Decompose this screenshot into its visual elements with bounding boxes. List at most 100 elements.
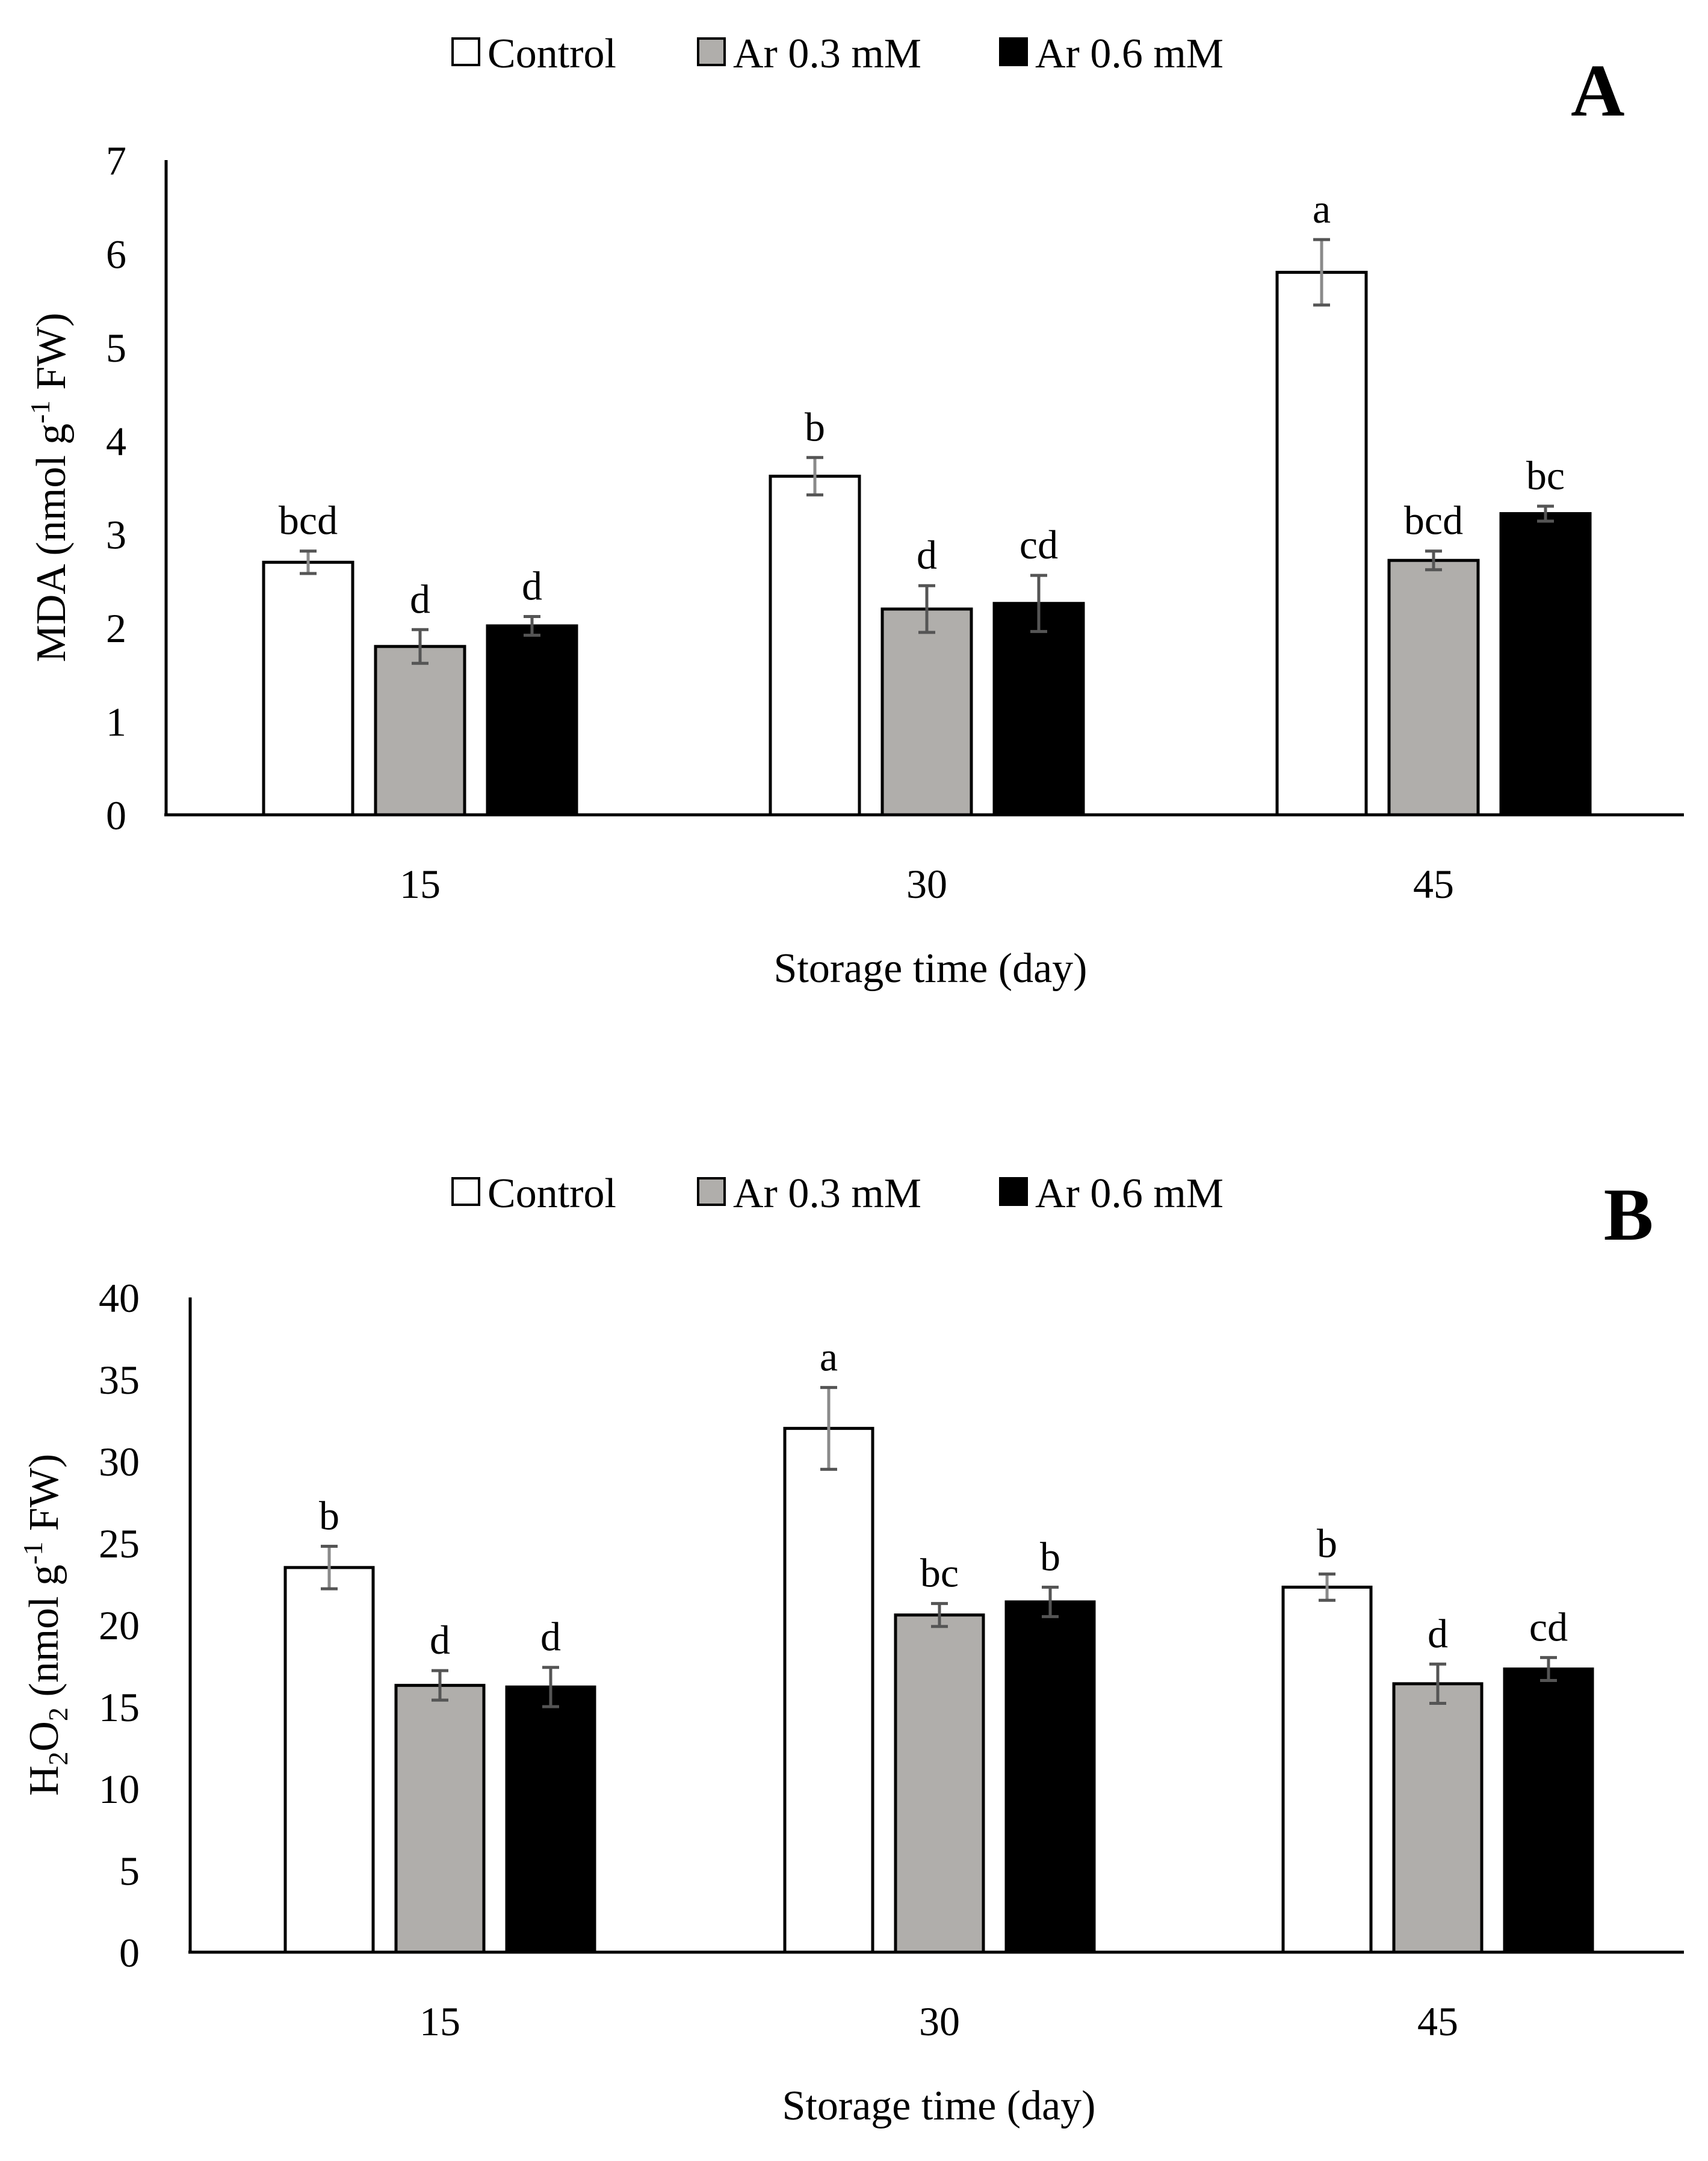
significance-label-b-2-2: cd — [1529, 1604, 1568, 1649]
error-bars-b — [321, 1386, 1557, 1708]
y-title-sup-a: -1 — [25, 400, 55, 423]
legend-label-ar03: Ar 0.3 mM — [733, 31, 921, 77]
panel-label-b: B — [1604, 1173, 1654, 1256]
y-title-main-b: (nmol g — [21, 1565, 67, 1707]
y-tick-label-b-40: 40 — [99, 1275, 140, 1321]
y-title-tail-a: FW) — [28, 313, 75, 401]
bar-a-control-45 — [1275, 271, 1368, 817]
legend-label-ar06: Ar 0.6 mM — [1035, 31, 1224, 77]
significance-label-b-1-0: d — [430, 1617, 450, 1663]
y-ticks-b: 0 5 10 15 20 25 30 35 40 — [99, 1275, 140, 1976]
significance-label-a-2-1: cd — [1020, 522, 1058, 567]
bar-a-control-30 — [769, 474, 861, 817]
y-tick-label-b-25: 25 — [99, 1521, 140, 1566]
x-tick-label-a-45: 45 — [1413, 861, 1454, 907]
x-axis-title-a: Storage time (day) — [774, 945, 1088, 992]
significance-label-b-1-2: d — [1428, 1610, 1448, 1656]
significance-label-a-2-0: d — [522, 563, 542, 608]
bar-b-control-15 — [283, 1566, 375, 1954]
y-title-h-b: H — [21, 1766, 67, 1796]
significance-label-a-0-0: bcd — [279, 498, 338, 543]
chart-panel-b: Control Ar 0.3 mM Ar 0.6 mM B babdbcddbc… — [17, 1170, 1684, 2129]
bar-b-ar-0-6-mm-45 — [1503, 1667, 1594, 1954]
y-tick-label-a-7: 7 — [106, 138, 126, 184]
y-title-sup-b: -1 — [17, 1542, 48, 1565]
significance-labels-a: bcd b a d d bcd d cd bc — [279, 186, 1565, 622]
legend-swatch-ar06 — [999, 1177, 1028, 1206]
significance-label-a-0-1: b — [805, 404, 825, 450]
bar-a-control-15 — [262, 560, 354, 817]
significance-label-a-1-0: d — [410, 576, 430, 622]
significance-label-b-0-2: b — [1317, 1521, 1337, 1566]
y-tick-label-b-30: 30 — [99, 1439, 140, 1485]
legend-label-ar03: Ar 0.3 mM — [733, 1170, 921, 1217]
legend-a: Control Ar 0.3 mM Ar 0.6 mM — [451, 31, 1224, 77]
y-axis-title-a: MDA (nmol g-1 FW) — [25, 313, 75, 663]
significance-label-b-0-0: b — [319, 1492, 339, 1538]
x-tick-label-b-30: 30 — [919, 1999, 960, 2044]
chart-panel-a: Control Ar 0.3 mM Ar 0.6 mM A bcdbaddbcd… — [25, 31, 1684, 992]
x-tick-label-a-30: 30 — [906, 861, 947, 907]
bar-a-ar-0-6-mm-30 — [992, 602, 1085, 817]
significance-label-a-2-2: bc — [1526, 453, 1565, 498]
bar-a-ar-0-3-mm-30 — [880, 607, 973, 817]
significance-label-b-2-0: d — [540, 1614, 561, 1660]
y-tick-label-a-5: 5 — [106, 325, 126, 371]
x-ticks-b: 15 30 45 — [419, 1999, 1458, 2044]
x-tick-label-b-45: 45 — [1417, 1999, 1458, 2044]
y-tick-label-a-4: 4 — [106, 418, 126, 464]
bar-a-ar-0-6-mm-15 — [486, 624, 578, 817]
significance-label-b-1-1: bc — [920, 1550, 959, 1596]
significance-label-a-1-2: bcd — [1404, 498, 1463, 543]
y-tick-label-b-0: 0 — [119, 1930, 140, 1976]
legend-swatch-control — [451, 37, 480, 66]
y-tick-label-b-20: 20 — [99, 1603, 140, 1648]
y-title-sub2-b: 2 — [43, 1707, 73, 1721]
bar-b-ar-0-3-mm-15 — [394, 1684, 486, 1954]
bar-b-ar-0-3-mm-45 — [1392, 1682, 1484, 1954]
bar-a-ar-0-3-mm-45 — [1387, 558, 1480, 817]
y-tick-label-a-6: 6 — [106, 231, 126, 277]
legend-label-ar06: Ar 0.6 mM — [1035, 1170, 1224, 1217]
y-tick-label-a-2: 2 — [106, 605, 126, 651]
y-tick-label-b-35: 35 — [99, 1357, 140, 1403]
bar-a-ar-0-6-mm-45 — [1499, 512, 1592, 817]
x-axis-title-b: Storage time (day) — [782, 2083, 1096, 2129]
x-tick-label-a-15: 15 — [400, 861, 441, 907]
significance-label-a-0-2: a — [1313, 186, 1331, 232]
y-title-sub1-b: 2 — [43, 1752, 73, 1766]
bar-b-control-30 — [783, 1427, 874, 1954]
significance-label-a-1-1: d — [917, 532, 937, 578]
bar-b-ar-0-6-mm-30 — [1004, 1600, 1096, 1954]
y-tick-label-a-0: 0 — [106, 793, 126, 838]
y-tick-label-a-1: 1 — [106, 699, 126, 745]
y-title-tail-b: FW) — [21, 1454, 67, 1542]
y-tick-label-b-10: 10 — [99, 1766, 140, 1812]
error-bars-a — [300, 238, 1554, 665]
panel-label-a: A — [1571, 49, 1625, 132]
legend-swatch-ar06 — [999, 37, 1028, 66]
legend-label-control: Control — [487, 1170, 616, 1217]
bars-b — [283, 1427, 1594, 1954]
legend-label-control: Control — [487, 31, 616, 77]
legend-swatch-ar03 — [697, 1177, 726, 1206]
legend-swatch-control — [451, 1177, 480, 1206]
y-tick-label-b-5: 5 — [119, 1848, 140, 1894]
y-ticks-a: 0 1 2 3 4 5 6 7 — [106, 138, 126, 838]
y-axis-title-b: H2O2 (nmol g-1 FW) — [17, 1454, 73, 1796]
legend-b: Control Ar 0.3 mM Ar 0.6 mM — [451, 1170, 1224, 1217]
x-ticks-a: 15 30 45 — [400, 861, 1454, 907]
y-tick-label-a-3: 3 — [106, 512, 126, 558]
x-tick-label-b-15: 15 — [419, 1999, 460, 2044]
y-title-o-b: O — [21, 1721, 67, 1752]
bar-b-control-45 — [1281, 1585, 1373, 1954]
legend-swatch-ar03 — [697, 37, 726, 66]
bar-b-ar-0-3-mm-30 — [894, 1613, 985, 1954]
y-title-main-a: MDA (nmol g — [28, 424, 75, 663]
significance-label-b-0-1: a — [820, 1334, 838, 1380]
y-tick-label-b-15: 15 — [99, 1684, 140, 1730]
bar-b-ar-0-6-mm-15 — [505, 1685, 596, 1954]
